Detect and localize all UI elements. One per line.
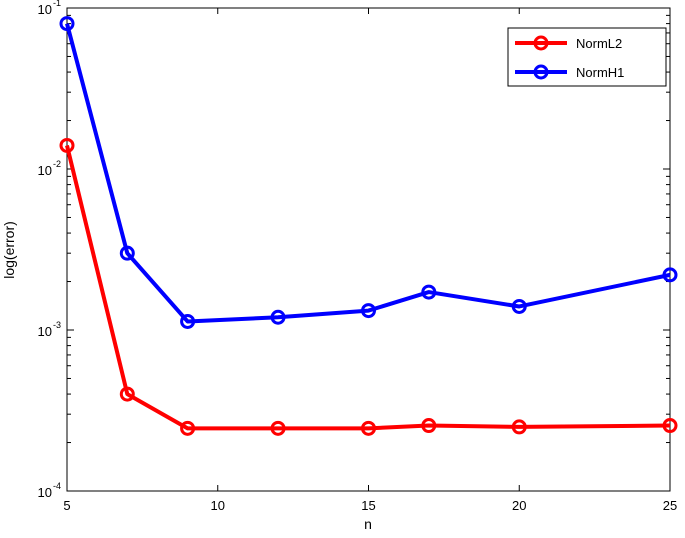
- data-point: [511, 419, 527, 435]
- legend-label: NormH1: [576, 65, 624, 80]
- y-tick-exponent: -2: [53, 159, 61, 169]
- legend-marker: [533, 64, 549, 80]
- data-point: [59, 16, 75, 32]
- data-point: [421, 284, 437, 300]
- series-layer: [59, 16, 678, 436]
- data-point: [270, 420, 286, 436]
- legend-label: NormL2: [576, 36, 622, 51]
- y-axis: 10-410-310-210-1: [38, 0, 670, 500]
- data-point: [270, 309, 286, 325]
- y-tick-label: 10: [38, 2, 52, 17]
- data-point: [662, 418, 678, 434]
- x-tick-label: 5: [63, 498, 70, 513]
- data-point: [662, 267, 678, 283]
- x-axis-title: n: [364, 516, 372, 532]
- data-point: [119, 386, 135, 402]
- x-tick-label: 25: [663, 498, 677, 513]
- data-point: [361, 303, 376, 319]
- data-point: [119, 245, 135, 261]
- x-axis: 5 10 15 20 25: [63, 8, 677, 513]
- data-point: [180, 420, 196, 436]
- legend: NormL2 NormH1: [507, 27, 667, 87]
- y-axis-title: log(error): [1, 221, 17, 279]
- y-tick-label: 10: [38, 485, 52, 500]
- legend-box: [507, 27, 667, 87]
- series-line: [65, 23, 671, 324]
- data-point: [361, 420, 376, 436]
- plot-area: [66, 7, 671, 492]
- y-tick-label: 10: [38, 324, 52, 339]
- y-tick-exponent: -1: [53, 0, 61, 8]
- y-tick-label: 10: [38, 163, 52, 178]
- data-point: [511, 298, 527, 314]
- y-tick-exponent: -4: [53, 481, 61, 491]
- x-tick-label: 20: [512, 498, 526, 513]
- data-point: [421, 418, 437, 434]
- legend-marker: [533, 35, 549, 51]
- y-tick-exponent: -3: [53, 320, 61, 330]
- x-tick-label: 10: [211, 498, 225, 513]
- data-point: [59, 137, 75, 153]
- data-point: [180, 313, 196, 329]
- series-line: [65, 145, 671, 431]
- x-tick-label: 15: [361, 498, 375, 513]
